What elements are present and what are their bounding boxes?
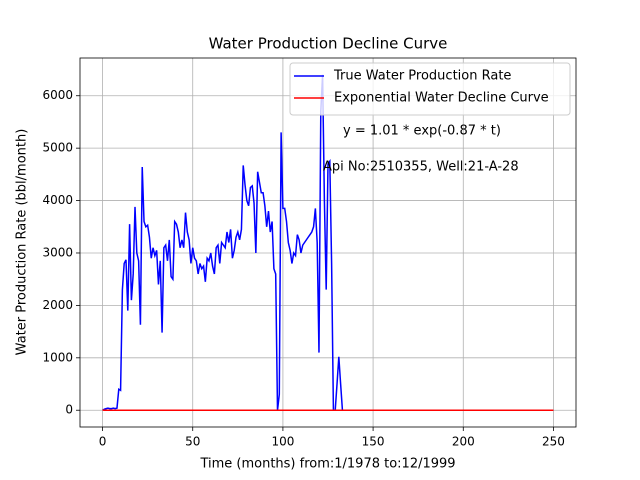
annotation: y = 1.01 * exp(-0.87 * t) xyxy=(343,124,501,139)
x-tick-label: 50 xyxy=(185,435,200,449)
y-axis-label: Water Production Rate (bbl/month) xyxy=(15,129,30,356)
ticks: 0 50 100 150 200 250 0 1000 2000 3000 4000 5000 6000 xyxy=(42,88,564,448)
chart-title: Water Production Decline Curve xyxy=(209,35,448,53)
plot xyxy=(102,74,554,411)
legend-box xyxy=(289,62,571,116)
y-tick-label: 6000 xyxy=(42,88,73,102)
legend-label: True Water Production Rate xyxy=(333,69,511,84)
legend: True Water Production Rate Exponential Wa… xyxy=(289,62,571,116)
y-tick-label: 2000 xyxy=(42,298,73,312)
legend-label: Exponential Water Decline Curve xyxy=(334,91,549,106)
y-tick-label: 5000 xyxy=(42,141,73,155)
line-series xyxy=(102,74,554,411)
axes-frame xyxy=(79,57,577,428)
annotation: Api No:2510355, Well:21-A-28 xyxy=(323,160,519,175)
x-axis-label: Time (months) from:1/1978 to:12/1999 xyxy=(199,457,455,472)
y-tick-label: 1000 xyxy=(42,350,73,364)
x-tick-label: 150 xyxy=(362,435,385,449)
y-tick-label: 0 xyxy=(65,403,73,417)
x-tick-label: 100 xyxy=(271,435,294,449)
x-tick-label: 0 xyxy=(99,435,107,449)
y-tick-label: 4000 xyxy=(42,193,73,207)
y-tick-label: 3000 xyxy=(42,245,73,259)
x-tick-label: 200 xyxy=(452,435,475,449)
x-tick-label: 250 xyxy=(542,435,565,449)
